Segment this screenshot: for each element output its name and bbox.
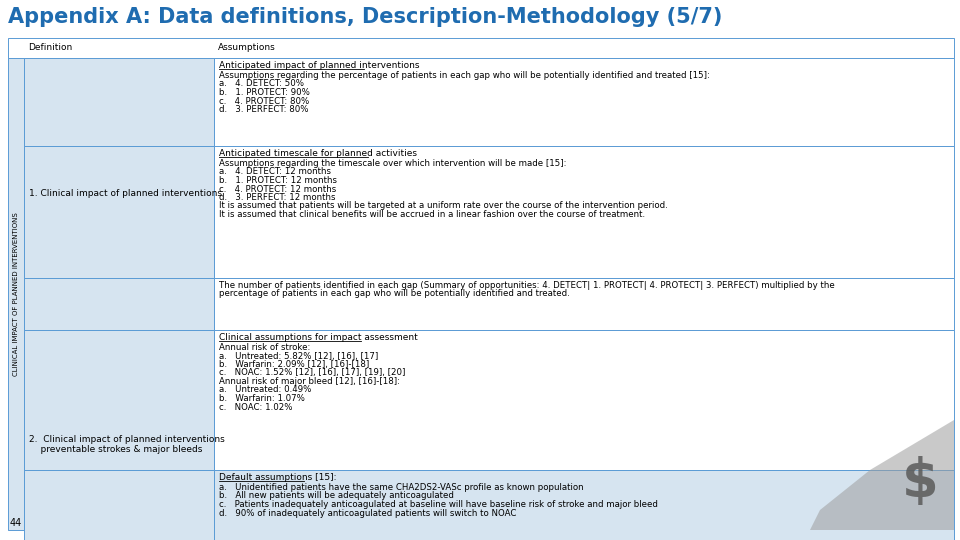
Text: b.   Warfarin: 2.09% [12], [16]-[18]: b. Warfarin: 2.09% [12], [16]-[18] [219,360,370,369]
Text: percentage of patients in each gap who will be potentially identified and treate: percentage of patients in each gap who w… [219,289,569,299]
Text: 1. Clinical impact of planned interventions: 1. Clinical impact of planned interventi… [29,190,222,199]
Text: c.   NOAC: 1.52% [12], [16], [17], [19], [20]: c. NOAC: 1.52% [12], [16], [17], [19], [… [219,368,405,377]
Text: It is assumed that patients will be targeted at a uniform rate over the course o: It is assumed that patients will be targ… [219,201,668,211]
Text: d.   3. PERFECT: 80%: d. 3. PERFECT: 80% [219,105,308,114]
Text: d.   90% of inadequately anticoagulated patients will switch to NOAC: d. 90% of inadequately anticoagulated pa… [219,509,516,517]
Text: 2.  Clinical impact of planned interventions: 2. Clinical impact of planned interventi… [29,435,225,444]
Text: Definition: Definition [28,44,72,52]
Bar [24,146,214,278]
Text: $: $ [901,456,938,508]
Text: CLINICAL IMPACT OF PLANNED INTERVENTIONS: CLINICAL IMPACT OF PLANNED INTERVENTIONS [13,212,19,376]
Text: a.   Untreated: 5.82% [12], [16], [17]: a. Untreated: 5.82% [12], [16], [17] [219,352,378,361]
Bar [8,58,24,530]
Text: Assumptions regarding the timescale over which intervention will be made [15]:: Assumptions regarding the timescale over… [219,159,566,168]
Text: Default assumptions [15]:: Default assumptions [15]: [219,473,337,482]
Text: a.   4. DETECT: 50%: a. 4. DETECT: 50% [219,79,304,89]
Text: b.   Warfarin: 1.07%: b. Warfarin: 1.07% [219,394,305,403]
Text: c.   4. PROTECT: 80%: c. 4. PROTECT: 80% [219,97,309,105]
Text: a.   4. DETECT: 12 months: a. 4. DETECT: 12 months [219,167,331,177]
Bar [214,278,954,330]
Text: c.   Patients inadequately anticoagulated at baseline will have baseline risk of: c. Patients inadequately anticoagulated … [219,500,658,509]
Text: a.   Unidentified patients have the same CHA2DS2-VASc profile as known populatio: a. Unidentified patients have the same C… [219,483,584,492]
Bar [24,470,214,540]
Text: Anticipated timescale for planned activities: Anticipated timescale for planned activi… [219,149,417,158]
Text: Anticipated impact of planned interventions: Anticipated impact of planned interventi… [219,61,420,70]
Bar [24,278,214,330]
Text: d.   3. PERFECT: 12 months: d. 3. PERFECT: 12 months [219,193,335,202]
Text: 44: 44 [10,518,22,528]
Text: a.   Untreated: 0.49%: a. Untreated: 0.49% [219,386,311,395]
Polygon shape [810,420,954,530]
Bar [24,330,214,470]
Text: Assumptions regarding the percentage of patients in each gap who will be potenti: Assumptions regarding the percentage of … [219,71,709,80]
Text: Annual risk of major bleed [12], [16]-[18]:: Annual risk of major bleed [12], [16]-[1… [219,377,400,386]
Text: b.   1. PROTECT: 12 months: b. 1. PROTECT: 12 months [219,176,337,185]
Bar [8,38,954,58]
Text: b.   All new patients will be adequately anticoagulated: b. All new patients will be adequately a… [219,491,454,501]
Bar [24,58,214,146]
Bar [214,470,954,540]
Bar [214,146,954,278]
Text: Assumptions: Assumptions [218,44,276,52]
Text: Clinical assumptions for impact assessment: Clinical assumptions for impact assessme… [219,333,418,342]
Text: preventable strokes & major bleeds: preventable strokes & major bleeds [29,446,203,455]
Text: The number of patients identified in each gap (Summary of opportunities: 4. DETE: The number of patients identified in eac… [219,281,835,290]
Text: It is assumed that clinical benefits will be accrued in a linear fashion over th: It is assumed that clinical benefits wil… [219,210,645,219]
Bar [214,330,954,470]
Text: Annual risk of stroke:: Annual risk of stroke: [219,343,310,352]
Bar [214,58,954,146]
Text: c.   4. PROTECT: 12 months: c. 4. PROTECT: 12 months [219,185,336,193]
Text: Appendix A: Data definitions, Description-Methodology (5/7): Appendix A: Data definitions, Descriptio… [8,7,722,27]
Text: c.   NOAC: 1.02%: c. NOAC: 1.02% [219,402,293,411]
Text: b.   1. PROTECT: 90%: b. 1. PROTECT: 90% [219,88,310,97]
